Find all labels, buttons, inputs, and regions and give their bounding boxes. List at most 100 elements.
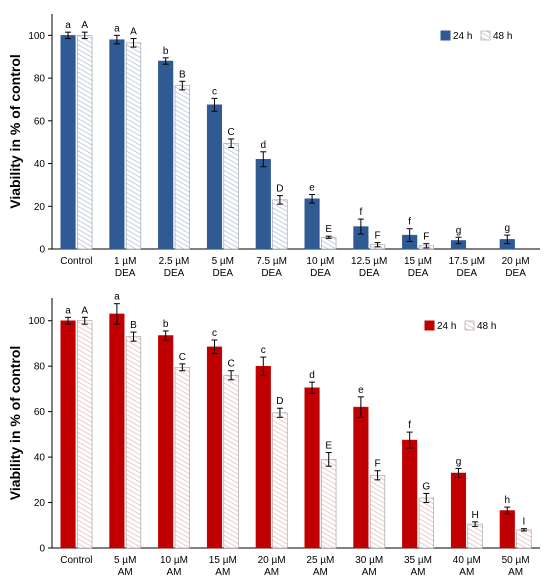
- significance-label-48h: B: [179, 69, 186, 80]
- bar-24h: [255, 365, 271, 549]
- x-tick-label-line: 50 µM: [502, 555, 530, 566]
- bar-24h: [402, 439, 418, 549]
- x-tick-label-line: AM: [264, 567, 279, 578]
- significance-label-24h: a: [65, 305, 71, 316]
- bar-48h: [516, 529, 532, 549]
- significance-label-24h: e: [309, 183, 315, 194]
- significance-label-48h: F: [423, 232, 429, 243]
- significance-label-24h: d: [309, 370, 315, 381]
- legend-label-48h: 48 h: [493, 31, 512, 42]
- legend-label-24h: 24 h: [437, 321, 456, 332]
- x-tick-label-line: 10 µM: [306, 256, 334, 267]
- x-tick-label-line: 7.5 µM: [256, 256, 287, 267]
- y-tick-label: 0: [39, 544, 45, 555]
- significance-label-24h: a: [114, 23, 120, 34]
- x-tick-label-line: AM: [362, 567, 377, 578]
- x-tick-label-line: AM: [215, 567, 230, 578]
- y-tick-label: 0: [39, 245, 45, 256]
- significance-label-48h: G: [422, 481, 430, 492]
- x-tick-label: 1 µM DEA: [114, 256, 136, 279]
- y-tick-label: 60: [34, 407, 46, 418]
- significance-label-24h: f: [408, 420, 411, 431]
- x-tick-label-line: DEA: [457, 268, 478, 279]
- bar-48h: [223, 142, 239, 250]
- significance-label-48h: D: [276, 184, 283, 195]
- significance-label-48h: B: [130, 320, 137, 331]
- bar-48h: [321, 236, 337, 250]
- significance-label-48h: E: [325, 224, 332, 235]
- x-tick-label-line: AM: [167, 567, 182, 578]
- bar-24h: [60, 320, 76, 549]
- significance-label-24h: a: [114, 292, 120, 303]
- x-tick-label-line: Control: [60, 256, 92, 267]
- significance-label-48h: C: [228, 127, 235, 138]
- y-tick-label: 20: [34, 498, 46, 509]
- bar-48h: [369, 474, 386, 549]
- x-tick-label-line: 17.5 µM: [449, 256, 485, 267]
- x-tick-label: 15 µM AM: [209, 555, 237, 578]
- x-tick-label: 12.5 µM DEA: [351, 256, 387, 279]
- x-tick-label-line: 35 µM: [404, 555, 432, 566]
- x-tick-label: 10 µM DEA: [306, 256, 334, 279]
- significance-label-24h: h: [504, 495, 510, 506]
- x-tick-label-line: 15 µM: [404, 256, 432, 267]
- x-tick-label-line: 12.5 µM: [351, 256, 387, 267]
- x-tick-label-line: DEA: [359, 268, 380, 279]
- legend-swatch-48h: [480, 30, 491, 41]
- significance-label-24h: g: [456, 456, 462, 467]
- significance-label-24h: c: [212, 86, 217, 97]
- legend-label-48h: 48 h: [477, 321, 496, 332]
- x-tick-label: 5 µM DEA: [212, 256, 234, 279]
- significance-label-48h: A: [130, 27, 137, 38]
- bar-48h: [223, 374, 239, 549]
- significance-label-48h: A: [81, 20, 88, 31]
- legend-swatch-24h: [424, 320, 435, 331]
- x-tick-label: 7.5 µM DEA: [256, 256, 287, 279]
- x-tick-label-line: AM: [508, 567, 523, 578]
- x-tick-label: 40 µM AM: [453, 555, 481, 578]
- significance-label-24h: f: [408, 217, 411, 228]
- y-tick-label: 100: [28, 31, 45, 42]
- x-tick-label-line: AM: [118, 567, 133, 578]
- x-tick-label: 30 µM AM: [355, 555, 383, 578]
- y-axis-title: Viability in % of control: [7, 54, 23, 209]
- y-axis-title: Viability in % of control: [7, 346, 23, 501]
- y-tick-label: 60: [34, 116, 46, 127]
- x-tick-label-line: DEA: [408, 268, 429, 279]
- y-tick-label: 100: [28, 316, 45, 327]
- legend-label-24h: 24 h: [453, 31, 472, 42]
- bar-48h: [125, 336, 142, 549]
- x-tick-label: Control: [60, 256, 92, 267]
- significance-label-24h: f: [359, 207, 362, 218]
- significance-label-24h: b: [163, 319, 169, 330]
- bar-48h: [174, 85, 190, 250]
- x-tick-label: 15 µM DEA: [404, 256, 432, 279]
- x-tick-label-line: AM: [313, 567, 328, 578]
- bar-24h: [304, 198, 320, 250]
- y-tick-label: 40: [34, 453, 46, 464]
- bar-48h: [467, 523, 483, 549]
- significance-label-48h: I: [523, 517, 526, 528]
- bar-24h: [158, 60, 174, 250]
- x-tick-label: 20 µM DEA: [502, 256, 530, 279]
- y-tick-label: 20: [34, 202, 46, 213]
- x-tick-label-line: 25 µM: [306, 555, 334, 566]
- x-tick-label-line: AM: [459, 567, 474, 578]
- bar-48h: [174, 367, 190, 549]
- x-tick-label-line: DEA: [164, 268, 185, 279]
- bar-24h: [255, 159, 271, 250]
- significance-label-24h: c: [261, 345, 266, 356]
- significance-label-24h: e: [358, 385, 364, 396]
- x-tick-label-line: 5 µM: [114, 555, 136, 566]
- x-tick-label-line: AM: [411, 567, 426, 578]
- bar-24h: [304, 387, 320, 549]
- x-tick-label-line: DEA: [213, 268, 234, 279]
- y-tick-label: 80: [34, 362, 46, 373]
- x-tick-label-line: 30 µM: [355, 555, 383, 566]
- x-tick-label-line: 20 µM: [258, 555, 286, 566]
- x-tick-label: 17.5 µM DEA: [449, 256, 485, 279]
- bar-48h: [321, 459, 337, 549]
